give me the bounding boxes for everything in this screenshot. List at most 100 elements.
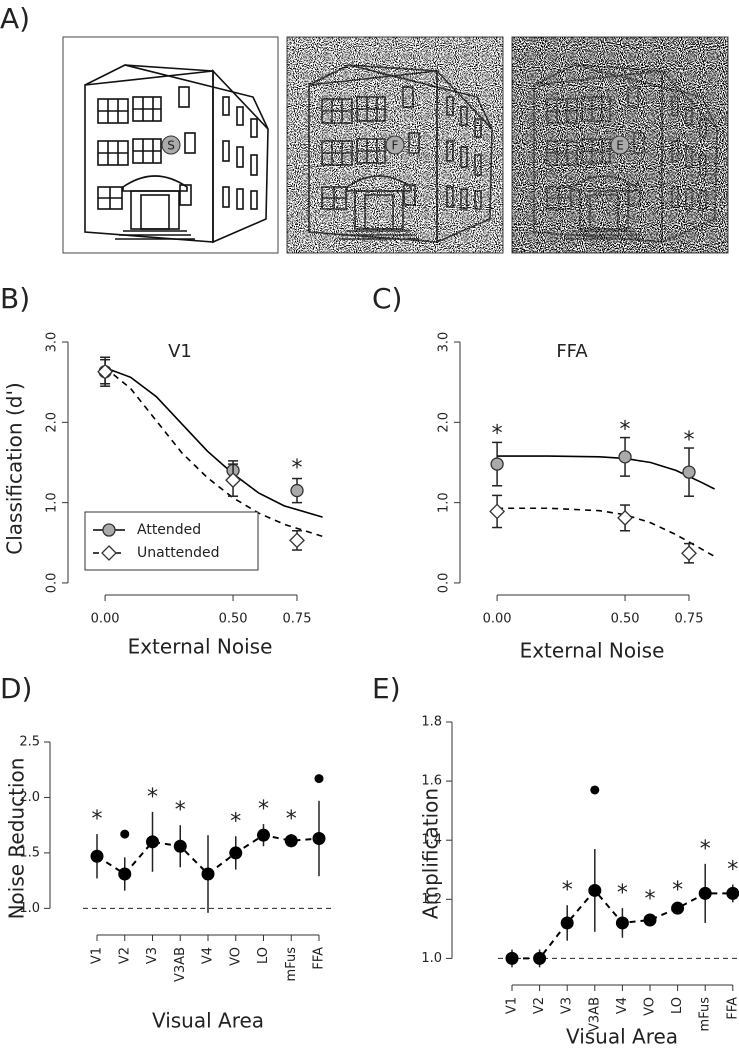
panel-label: A) (0, 2, 30, 35)
y-tick-label: 1.0 (45, 492, 60, 513)
significance-star: * (617, 881, 628, 906)
legend-label: Attended (137, 522, 201, 538)
x-tick-label: V3 (145, 947, 160, 964)
y-tick-label: 1.5 (19, 845, 40, 860)
stimulus-marker: E (616, 139, 624, 153)
x-tick-label: LO (670, 997, 685, 1014)
x-tick-label: V3AB (173, 947, 188, 982)
stimulus-marker: S (167, 139, 175, 153)
data-point (681, 545, 697, 562)
x-tick-label: 0.00 (91, 612, 120, 627)
stimulus-panel: E (511, 36, 729, 254)
x-tick-label: 0.00 (483, 612, 512, 627)
panel-label: D) (0, 672, 32, 705)
x-tick-label: VO (643, 997, 658, 1016)
significance-star: * (727, 858, 738, 883)
data-point (615, 916, 629, 930)
significance-star: * (258, 797, 269, 822)
data-point (533, 951, 547, 965)
fit-curve (497, 455, 715, 490)
x-tick-label: FFA (725, 997, 739, 1020)
x-axis-label: External Noise (128, 635, 273, 659)
significance-star: * (147, 785, 158, 810)
data-point (97, 363, 114, 380)
y-tick-label: 1.6 (421, 774, 442, 789)
x-axis-label: External Noise (520, 639, 665, 663)
y-tick-label: 2.0 (19, 790, 40, 805)
x-tick-label: V2 (532, 997, 547, 1014)
legend-marker (101, 545, 117, 561)
y-axis-label: Amplification (419, 788, 443, 919)
y-tick-label: 3.0 (45, 332, 60, 353)
y-tick-label: 1.0 (437, 492, 452, 513)
x-tick-label: 0.75 (283, 612, 312, 627)
data-point (726, 886, 739, 900)
data-point (290, 483, 304, 498)
data-point (617, 509, 633, 526)
significance-star: * (92, 807, 103, 832)
significance-star: * (175, 798, 186, 823)
x-tick-label: V1 (505, 997, 520, 1014)
x-tick-label: LO (256, 947, 271, 964)
significance-star: * (230, 809, 241, 834)
data-point (682, 465, 696, 479)
data-point (490, 457, 504, 471)
significance-star: * (286, 807, 297, 832)
y-axis-label: Classification (d') (3, 382, 27, 555)
outlier (120, 829, 130, 839)
data-point (489, 503, 506, 520)
stimulus-marker: F (392, 139, 399, 153)
significance-star: * (620, 417, 631, 442)
x-tick-label: V3AB (587, 997, 602, 1032)
x-axis-label: Visual Area (152, 1009, 264, 1033)
y-tick-label: 3.0 (437, 332, 452, 353)
panel-label: C) (372, 282, 402, 315)
x-tick-label: mFus (284, 947, 299, 982)
data-point (201, 867, 215, 881)
x-tick-label: V4 (615, 997, 630, 1014)
data-point (560, 916, 574, 930)
stimulus-panel: F (286, 36, 504, 254)
x-axis-label: Visual Area (566, 1025, 678, 1049)
significance-star: * (562, 878, 573, 903)
data-point (173, 839, 187, 853)
x-tick-label: 0.50 (611, 612, 640, 627)
data-point (643, 913, 657, 927)
y-tick-label: 1.8 (421, 715, 442, 730)
significance-star: * (492, 421, 503, 446)
y-tick-label: 2.0 (45, 412, 60, 433)
panel-label: E) (372, 672, 401, 705)
chart-title: V1 (168, 341, 192, 362)
x-tick-label: mFus (698, 997, 713, 1032)
outlier (590, 785, 600, 795)
data-point (698, 886, 712, 900)
data-point (289, 532, 305, 549)
y-tick-label: 2.5 (19, 735, 40, 750)
data-point (618, 450, 632, 464)
fit-curve (104, 366, 323, 518)
y-tick-label: 0.0 (437, 573, 452, 594)
x-tick-label: V3 (560, 997, 575, 1014)
significance-star: * (292, 456, 303, 481)
significance-star: * (672, 878, 683, 903)
data-point (229, 846, 243, 860)
panel-label: B) (0, 282, 30, 315)
data-point (588, 883, 602, 897)
x-tick-label: VO (228, 947, 243, 966)
y-tick-label: 2.0 (437, 412, 452, 433)
data-point (118, 867, 132, 881)
y-tick-label: 1.2 (421, 892, 442, 907)
significance-star: * (684, 428, 695, 453)
data-point (312, 832, 326, 845)
x-tick-label: 0.75 (675, 612, 704, 627)
significance-star: * (645, 887, 656, 912)
data-point (284, 834, 298, 848)
x-tick-label: FFA (312, 947, 327, 970)
stimulus-panel: S (62, 36, 279, 254)
legend-box (84, 511, 259, 571)
y-tick-label: 1.4 (421, 833, 442, 848)
legend-label: Unattended (137, 545, 220, 561)
fit-curve (104, 367, 323, 538)
data-point (505, 951, 519, 965)
chart-title: FFA (556, 341, 588, 362)
